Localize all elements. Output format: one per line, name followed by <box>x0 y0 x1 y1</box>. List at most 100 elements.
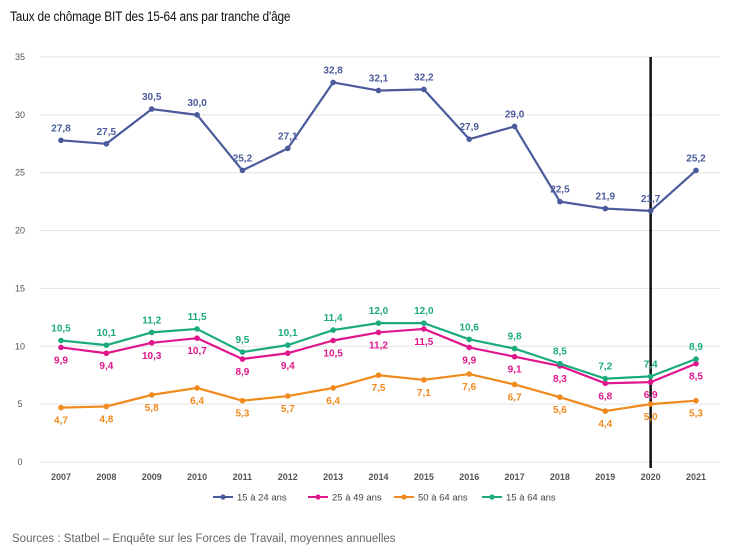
data-point <box>148 340 155 346</box>
data-point <box>330 79 336 86</box>
y-axis-ticks: 0 5 10 15 20 25 30 35 <box>15 52 25 467</box>
data-point <box>511 345 518 352</box>
data-point <box>375 372 382 379</box>
series-group <box>58 79 699 414</box>
data-label: 8,5 <box>689 372 703 383</box>
data-point <box>375 87 382 94</box>
data-point <box>103 140 110 147</box>
data-label: 8,5 <box>553 347 567 358</box>
x-tick-label: 2018 <box>550 472 570 482</box>
data-point <box>239 349 246 355</box>
x-tick-label: 2016 <box>459 472 479 482</box>
data-label: 9,9 <box>54 355 68 366</box>
data-label: 5,7 <box>281 404 295 415</box>
x-tick-label: 2009 <box>142 472 162 482</box>
data-point <box>693 356 699 362</box>
y-tick-label: 10 <box>15 341 25 351</box>
data-point <box>284 145 291 152</box>
data-label: 7,4 <box>644 359 658 370</box>
x-tick-label: 2013 <box>323 472 343 482</box>
data-label: 27,8 <box>51 123 71 134</box>
data-label: 21,7 <box>641 194 661 205</box>
legend-label: 25 à 49 ans <box>332 493 382 504</box>
data-point <box>602 408 609 414</box>
data-label: 10,7 <box>187 346 207 357</box>
legend-swatch-marker <box>489 494 495 500</box>
y-tick-label: 0 <box>17 457 22 467</box>
y-tick-label: 5 <box>17 399 22 409</box>
x-tick-label: 2007 <box>51 472 71 482</box>
data-point <box>511 123 518 130</box>
data-label: 10,6 <box>459 322 479 333</box>
gridlines <box>40 56 720 463</box>
data-point <box>647 379 654 385</box>
data-label: 6,4 <box>190 396 204 407</box>
data-point <box>421 86 427 93</box>
x-tick-label: 2008 <box>96 472 116 482</box>
legend-swatch-marker <box>401 494 407 500</box>
data-point <box>421 326 427 332</box>
data-label: 4,8 <box>99 414 113 425</box>
data-label: 11,2 <box>369 340 388 351</box>
data-point <box>375 320 382 326</box>
data-label: 21,9 <box>596 192 616 203</box>
data-label: 12,0 <box>369 306 389 317</box>
data-label: 5,6 <box>553 405 567 416</box>
data-point <box>58 137 64 144</box>
data-point <box>330 337 336 344</box>
data-point <box>647 401 654 407</box>
legend: 15 à 24 ans 25 à 49 ans 50 à 64 ans 15 à 64… <box>213 493 556 504</box>
chart-title: Taux de chômage BIT des 15-64 ans par tr… <box>10 9 291 24</box>
data-label: 11,4 <box>324 313 343 324</box>
data-point <box>375 329 382 336</box>
data-label: 9,1 <box>508 365 522 376</box>
data-point <box>103 350 110 357</box>
data-label: 10,1 <box>97 328 117 339</box>
data-point <box>103 342 110 348</box>
data-label: 4,7 <box>54 416 68 427</box>
data-point <box>194 335 200 341</box>
y-tick-label: 15 <box>15 283 25 293</box>
data-point <box>103 403 110 410</box>
data-label: 6,9 <box>644 390 658 401</box>
data-point <box>284 342 291 348</box>
data-point <box>330 385 336 391</box>
data-label: 32,8 <box>323 65 343 76</box>
x-tick-label: 2019 <box>595 472 615 482</box>
x-tick-label: 2010 <box>187 472 207 482</box>
x-tick-label: 2021 <box>686 472 706 482</box>
data-labels: 27,8 27,5 30,5 30,0 25,2 27,1 32,8 32,1 32,2 27,9… <box>51 65 706 430</box>
data-point <box>58 404 64 411</box>
data-label: 27,1 <box>278 131 298 142</box>
data-point <box>466 344 473 351</box>
data-point <box>194 385 200 391</box>
data-label: 30,5 <box>142 92 162 103</box>
data-point <box>693 167 699 174</box>
data-point <box>239 397 246 404</box>
data-label: 11,2 <box>142 315 161 326</box>
data-point <box>421 320 427 326</box>
data-label: 11,5 <box>414 337 433 348</box>
data-point <box>602 375 609 382</box>
data-label: 9,4 <box>99 361 113 372</box>
data-label: 7,5 <box>372 383 386 394</box>
y-tick-label: 20 <box>15 226 25 236</box>
data-label: 7,6 <box>462 382 476 393</box>
data-label: 4,4 <box>598 419 612 430</box>
data-point <box>421 377 427 383</box>
data-label: 30,0 <box>187 98 207 109</box>
data-label: 32,2 <box>414 72 434 83</box>
x-tick-label: 2020 <box>641 472 661 482</box>
data-label: 9,4 <box>281 361 295 372</box>
legend-label: 15 à 24 ans <box>237 493 287 504</box>
data-point <box>557 360 563 367</box>
data-label: 10,1 <box>278 328 298 339</box>
data-label: 29,0 <box>505 109 525 120</box>
x-tick-label: 2011 <box>233 472 253 482</box>
data-label: 8,9 <box>689 342 703 353</box>
data-label: 8,9 <box>235 367 249 378</box>
data-point <box>557 198 563 205</box>
data-point <box>284 350 291 357</box>
data-label: 6,7 <box>508 392 522 403</box>
